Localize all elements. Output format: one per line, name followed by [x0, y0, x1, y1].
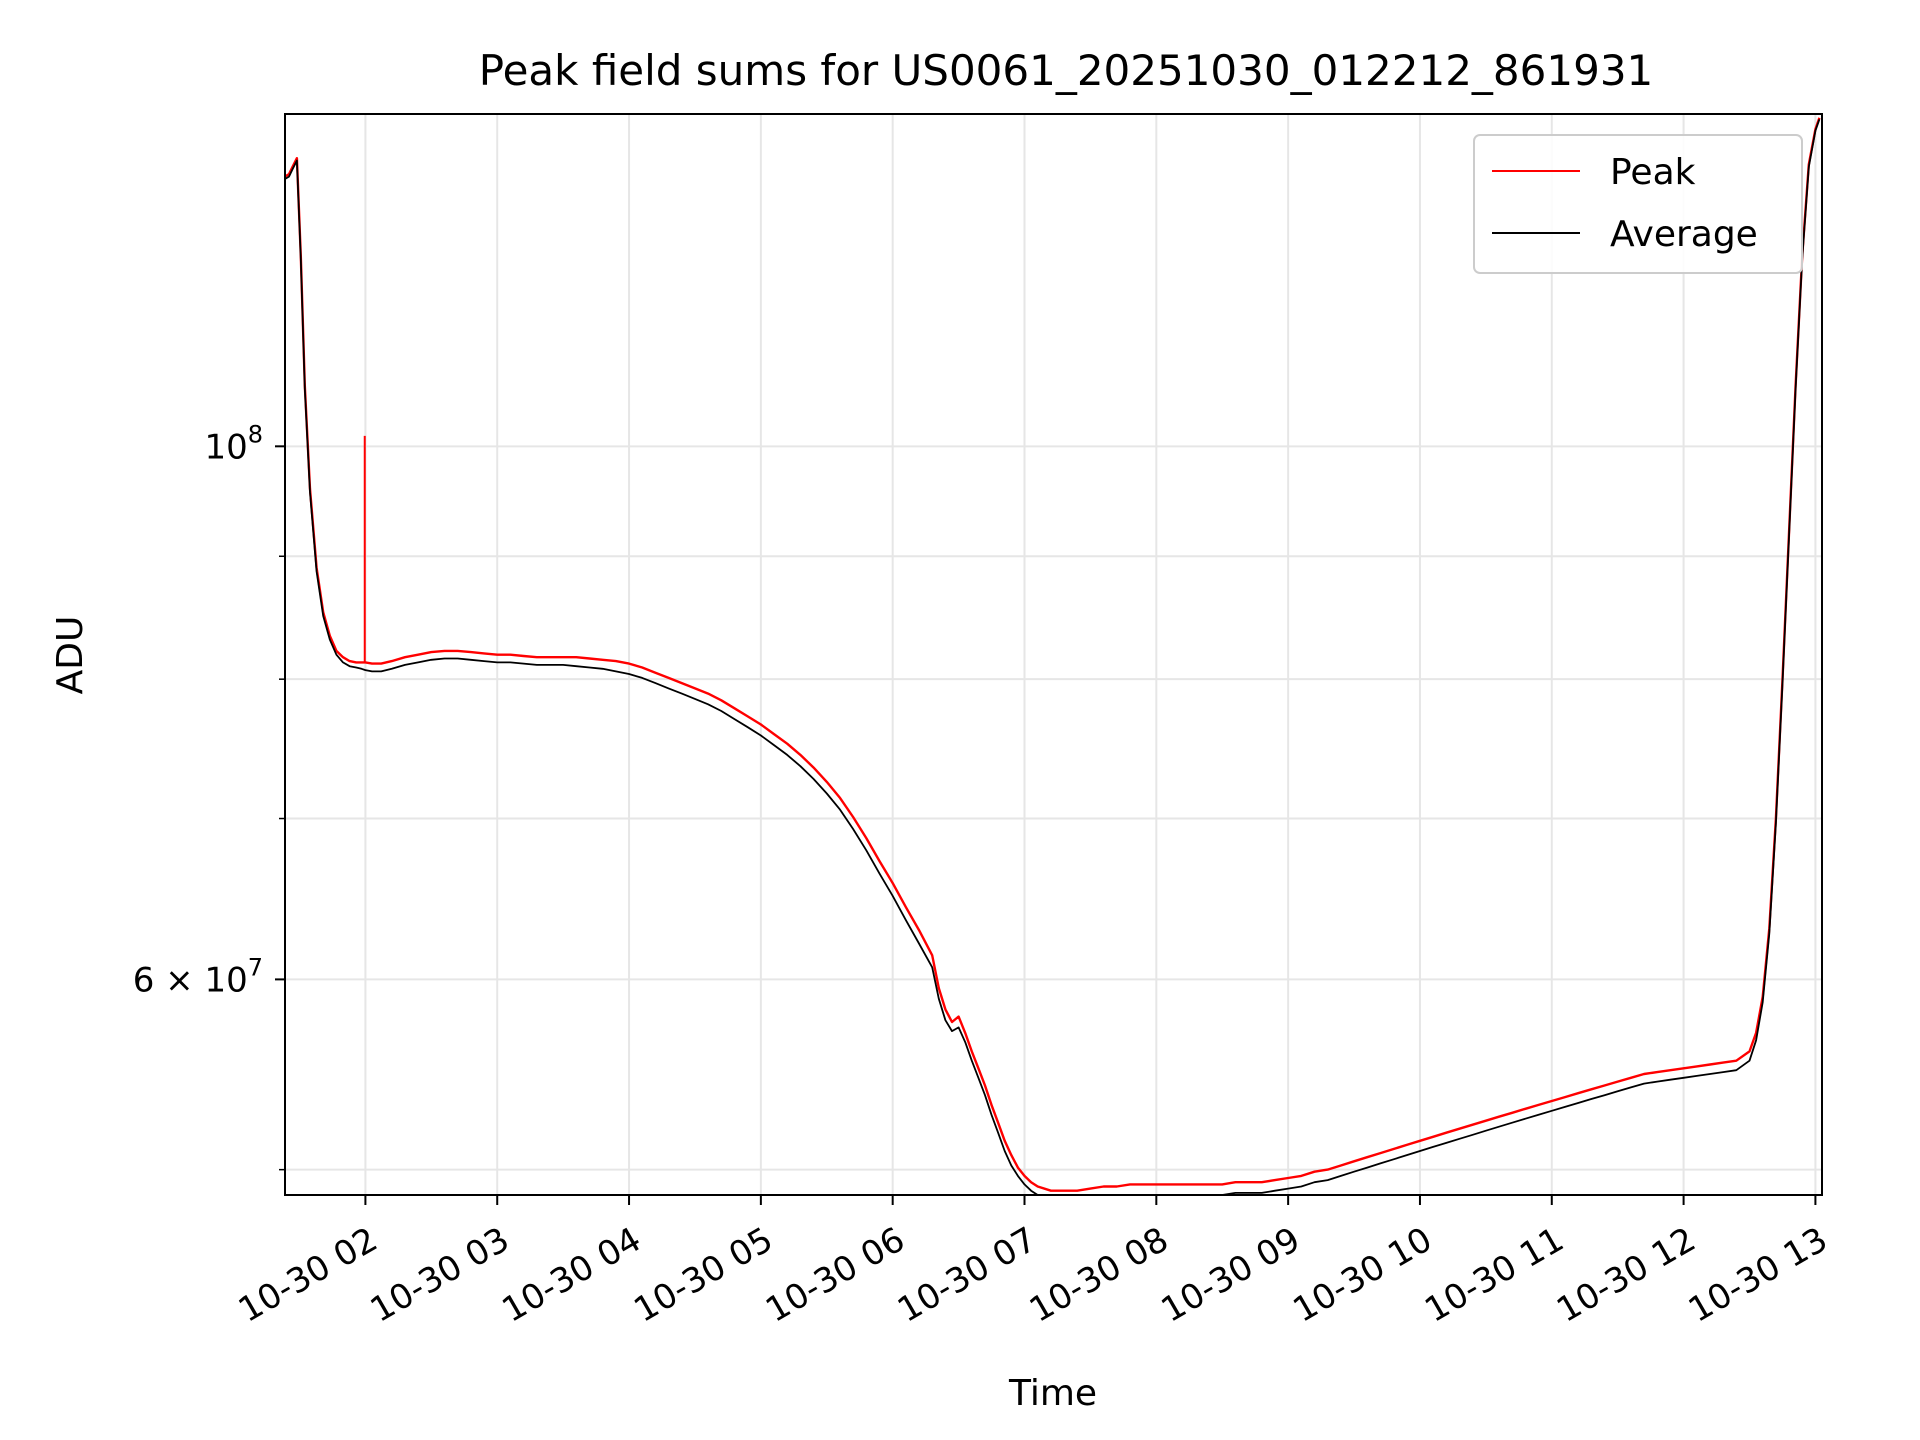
plot-frame — [284, 113, 1823, 1196]
peak-series-line — [285, 117, 1821, 1192]
series-layer — [285, 117, 1821, 1195]
grid-lines — [285, 114, 1822, 1195]
x-axis-label: Time — [1008, 1373, 1097, 1414]
chart-title: Peak field sums for US0061_20251030_0122… — [479, 46, 1654, 95]
legend: Peak Average — [1473, 134, 1803, 274]
legend-peak-label: Peak — [1610, 152, 1696, 193]
legend-average-label: Average — [1610, 214, 1758, 255]
y-axis-ticks: 6 × 107 108 — [133, 420, 285, 1171]
y-tick-label: 108 — [204, 420, 263, 467]
average-series-line — [285, 119, 1821, 1195]
legend-box — [1473, 134, 1803, 274]
y-tick-label: 6 × 107 — [133, 953, 263, 1000]
y-axis-label: ADU — [50, 616, 91, 695]
